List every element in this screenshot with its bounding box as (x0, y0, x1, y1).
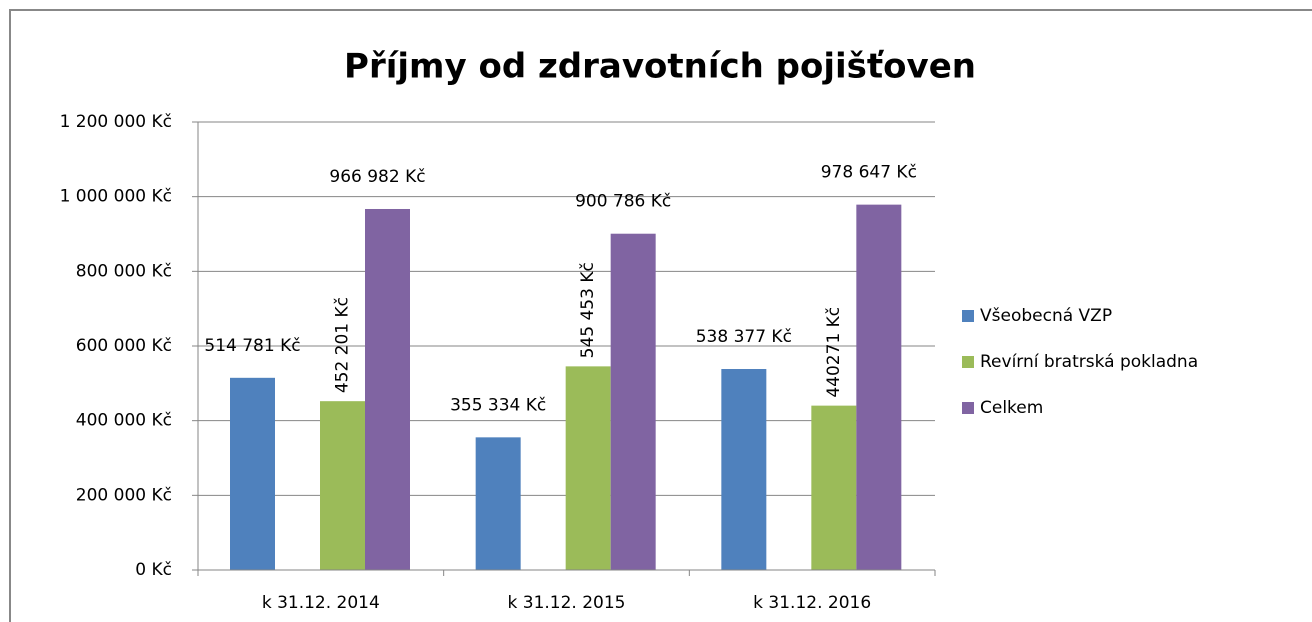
chart-title: Příjmy od zdravotních pojišťoven (344, 47, 976, 87)
chart-frame (9, 9, 1312, 622)
bar (811, 405, 857, 570)
value-label: 966 982 Kč (329, 167, 425, 187)
y-tick-label: 1 200 000 Kč (60, 112, 172, 132)
y-tick-label: 1 000 000 Kč (60, 187, 172, 207)
bar (610, 233, 656, 571)
x-tick-label: k 31.12. 2015 (508, 593, 626, 613)
value-label: 440271 Kč (824, 307, 844, 398)
y-tick-label: 0 Kč (135, 560, 172, 580)
legend-label: Celkem (980, 398, 1043, 418)
bar (565, 366, 611, 570)
value-label: 514 781 Kč (204, 336, 300, 356)
value-label: 900 786 Kč (575, 192, 671, 212)
bar (475, 437, 521, 570)
x-tick-label: k 31.12. 2016 (753, 593, 871, 613)
legend-label: Revírní bratrská pokladna (980, 352, 1198, 372)
value-label: 545 453 Kč (578, 262, 598, 358)
value-label: 538 377 Kč (696, 327, 792, 347)
y-tick-label: 600 000 Kč (76, 336, 172, 356)
value-label: 452 201 Kč (333, 297, 353, 393)
legend-swatch (962, 402, 974, 414)
legend-swatch (962, 310, 974, 322)
value-label: 355 334 Kč (450, 395, 546, 415)
y-tick-label: 200 000 Kč (76, 485, 172, 505)
value-label: 978 647 Kč (821, 163, 917, 183)
bar (365, 208, 410, 570)
bar (721, 369, 767, 570)
x-tick-label: k 31.12. 2014 (262, 593, 380, 613)
bar (320, 401, 365, 570)
bar (230, 377, 275, 570)
legend-swatch (962, 356, 974, 368)
legend-label: Všeobecná VZP (980, 306, 1112, 326)
bar (856, 204, 902, 570)
y-tick-label: 400 000 Kč (76, 411, 172, 431)
y-tick-label: 800 000 Kč (76, 261, 172, 281)
